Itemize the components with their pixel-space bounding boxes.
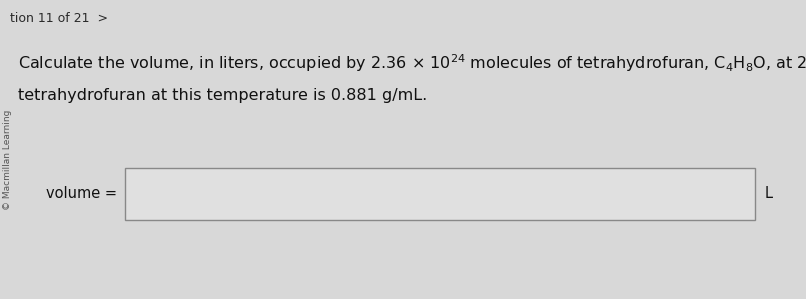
Text: tetrahydrofuran at this temperature is 0.881 g/mL.: tetrahydrofuran at this temperature is 0… <box>18 88 427 103</box>
FancyBboxPatch shape <box>125 168 755 220</box>
Text: © Macmillan Learning: © Macmillan Learning <box>3 110 13 210</box>
Text: L: L <box>765 187 773 202</box>
Text: tion 11 of 21  >: tion 11 of 21 > <box>10 12 108 25</box>
Text: Calculate the volume, in liters, occupied by 2.36 $\times$ 10$^{24}$ molecules o: Calculate the volume, in liters, occupie… <box>18 52 806 74</box>
Text: volume =: volume = <box>46 187 117 202</box>
